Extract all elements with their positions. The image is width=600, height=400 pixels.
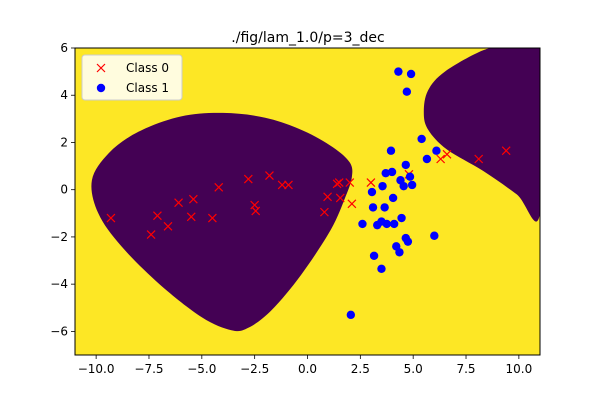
y-tick-label: −2: [50, 230, 68, 244]
class-0-point: [153, 211, 162, 221]
class-1-point: [369, 251, 379, 261]
class-0-point: [207, 213, 217, 223]
decision-regions: [91, 48, 540, 332]
class-0-point: [251, 206, 261, 216]
x-axis: −10.0 −7.5 −5.0 −2.5 0.0 2.5 5.0 7.5 10.0: [78, 355, 532, 376]
class-0-point: [345, 178, 355, 188]
data-points: [106, 67, 511, 320]
class-0-point: [442, 149, 452, 159]
class-0-point: [277, 180, 287, 190]
x-tick-label: −10.0: [78, 362, 115, 376]
class-1-point: [382, 219, 391, 229]
class-1-point: [422, 154, 432, 164]
class-0-point: [146, 230, 156, 239]
legend-box: [81, 54, 183, 101]
class-1-point: [402, 87, 412, 96]
class-0-point: [284, 180, 293, 190]
class-0-point: [319, 207, 329, 217]
class-1-point: [367, 187, 377, 197]
class-1-point: [368, 203, 378, 212]
class-0-point: [106, 213, 116, 223]
class-1-point: [358, 219, 367, 229]
x-tick-label: −5.0: [187, 362, 216, 376]
x-tick-label: −7.5: [134, 362, 163, 376]
right-class0-region: [423, 48, 540, 222]
class-1-point: [395, 248, 404, 257]
class-0-point: [334, 178, 344, 188]
class-1-point: [386, 146, 396, 155]
class-0-point: [265, 171, 274, 180]
legend-entries: Class 0 Class 1: [96, 61, 169, 95]
legend: Class 0 Class 1: [81, 54, 183, 101]
class-0-point: [335, 193, 345, 203]
class-1-point: [378, 181, 387, 191]
class-0-point: [186, 212, 196, 222]
y-tick-label: 0: [60, 183, 68, 197]
legend-marker-class-1: [96, 83, 106, 93]
class-1-point: [381, 168, 390, 178]
y-tick-label: 2: [60, 135, 68, 149]
class-1-point: [407, 180, 417, 190]
class-0-point: [474, 154, 484, 164]
class-0-point: [347, 199, 357, 209]
class-1-point: [387, 167, 397, 177]
y-axis: −6 −4 −2 0 2 4 6: [50, 41, 75, 338]
class-1-point: [346, 310, 356, 320]
class-0-point: [436, 154, 446, 164]
y-tick-label: 6: [60, 41, 68, 55]
class-1-point: [403, 237, 413, 246]
x-tick-label: −2.5: [240, 362, 269, 376]
x-tick-label: 7.5: [456, 362, 475, 376]
class-1-point: [394, 67, 403, 76]
class-0-point: [501, 146, 511, 156]
x-tick-label: 2.5: [351, 362, 370, 376]
class-0-point: [323, 192, 333, 202]
legend-marker-class-0: [96, 63, 106, 73]
class-0-point: [174, 198, 183, 208]
class-1-point: [430, 231, 439, 240]
class-1-point: [399, 181, 408, 191]
x-tick-label: 10.0: [506, 362, 533, 376]
chart-title: ./fig/lam_1.0/p=3_dec: [231, 30, 384, 46]
x-tick-label: 0.0: [298, 362, 317, 376]
class-0-point: [332, 179, 342, 189]
legend-label-class-1: Class 1: [126, 81, 169, 95]
class-0-point: [366, 178, 376, 188]
legend-label-class-0: Class 0: [126, 61, 169, 75]
class-1-point: [401, 160, 410, 170]
x-tick-label: 5.0: [404, 362, 423, 376]
y-tick-label: 4: [60, 88, 68, 102]
class-1-point: [388, 193, 398, 203]
class-1-point: [377, 264, 386, 274]
class-1-point: [397, 213, 406, 223]
class-1-point: [406, 69, 416, 79]
class-0-point: [188, 194, 198, 204]
class-0-point: [243, 174, 253, 184]
class-1-point: [432, 146, 441, 155]
left-class0-region: [91, 112, 353, 332]
class-1-point: [389, 219, 399, 229]
y-tick-label: −4: [50, 277, 68, 291]
y-tick-label: −6: [50, 324, 68, 338]
class-1-point: [417, 134, 426, 144]
class-0-point: [163, 221, 173, 231]
class-1-point: [380, 203, 389, 212]
class-0-point: [214, 182, 224, 192]
class-1-point: [405, 172, 415, 181]
